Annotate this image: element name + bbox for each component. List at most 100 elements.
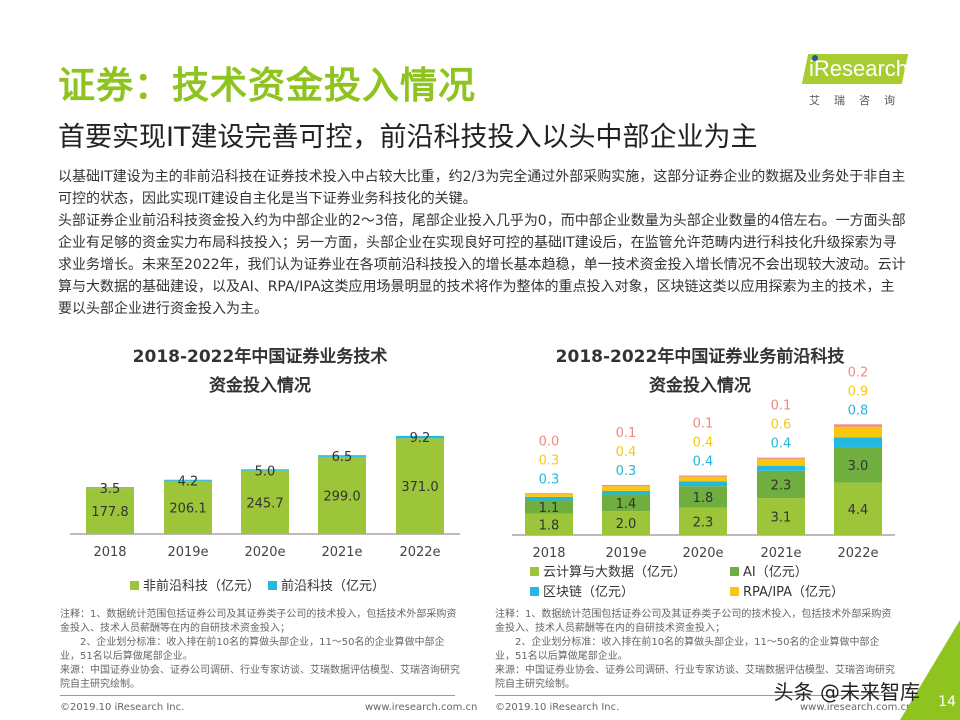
data-label: 0.2 (848, 365, 869, 380)
bar-segment (679, 507, 727, 535)
legend-swatch (530, 567, 539, 576)
page-title: 证券：技术资金投入情况 (58, 64, 476, 107)
bar-segment (396, 438, 444, 534)
legend-swatch (130, 581, 139, 590)
data-label: 0.8 (848, 403, 869, 418)
x-tick-label: 2022e (399, 545, 440, 560)
bar-segment (834, 446, 882, 483)
bar-segment (241, 470, 289, 534)
bar-segment (86, 488, 134, 534)
divider (495, 695, 895, 696)
data-label: 0.4 (616, 445, 637, 460)
x-tick-label: 2018 (532, 546, 565, 561)
website-link[interactable]: www.iresearch.com.cn (800, 702, 913, 713)
legend-label: 前沿科技（亿元） (281, 578, 385, 594)
data-label: 0.3 (539, 472, 560, 487)
chart-title-left: 2018-2022年中国证券业务技术 资金投入情况 (132, 347, 388, 396)
bar-segment (834, 426, 882, 438)
data-label: 0.0 (539, 434, 560, 449)
bar-segment (525, 493, 573, 497)
data-label: 1.1 (539, 501, 560, 516)
bar-segment (602, 511, 650, 535)
bar-segment (679, 486, 727, 508)
x-tick-label: 2020e (244, 545, 285, 560)
bar-segment (757, 470, 805, 499)
data-label: 2.3 (693, 515, 714, 530)
iresearch-logo: iResearch 艾瑞咨询 (795, 50, 915, 110)
data-label: 1.8 (539, 518, 560, 533)
bar-segment (834, 424, 882, 427)
data-label: 0.1 (616, 426, 637, 441)
data-label: 0.6 (771, 418, 792, 433)
body-text: 以基础IT建设为主的非前沿科技在证券技术投入中占较大比重，约2/3为完全通过外部… (58, 166, 908, 320)
data-label: 6.5 (332, 450, 353, 465)
data-label: 0.1 (693, 417, 714, 432)
x-tick-label: 2018 (93, 545, 126, 560)
chart-title-right: 2018-2022年中国证券业务前沿科技 资金投入情况 (555, 347, 845, 396)
x-tick-label: 2019e (167, 545, 208, 560)
bar-segment (525, 513, 573, 535)
legend-swatch (730, 587, 739, 596)
data-label: 371.0 (401, 480, 438, 495)
bar-segment (318, 455, 366, 457)
legend-label: 云计算与大数据（亿元） (543, 565, 686, 580)
data-label: 0.3 (616, 464, 637, 479)
data-label: 3.5 (100, 482, 121, 497)
notes-left: 注释：1、数据统计范围包括证券公司及其证券类子公司的技术投入，包括技术外部采购资… (60, 609, 460, 690)
data-label: 2.3 (771, 478, 792, 493)
bar-segment (86, 487, 134, 489)
data-label: 0.4 (693, 436, 714, 451)
legend-swatch (730, 567, 739, 576)
bar-segment (396, 435, 444, 439)
bar-segment (757, 498, 805, 535)
bar-segment (602, 486, 650, 491)
bar-segment (525, 496, 573, 501)
bar-segment (834, 482, 882, 535)
logo-cn: 艾瑞咨询 (809, 94, 909, 107)
data-label: 2.0 (616, 517, 637, 532)
data-label: 0.9 (848, 384, 869, 399)
data-label: 0.4 (771, 437, 792, 452)
paragraph: 头部证券企业前沿科技资金投入约为中部企业的2～3倍，尾部企业投入几乎为0，而中部… (58, 213, 906, 317)
divider (60, 695, 455, 696)
data-label: 206.1 (169, 501, 206, 516)
data-label: 299.0 (323, 489, 360, 504)
data-label: 1.8 (693, 491, 714, 506)
legend-swatch (268, 581, 277, 590)
x-tick-label: 2022e (837, 546, 878, 561)
bar-segment (757, 465, 805, 471)
page-subtitle: 首要实现IT建设完善可控，前沿科技投入以头中部企业为主 (58, 122, 758, 153)
data-label: 3.1 (771, 511, 792, 526)
website-link[interactable]: www.iresearch.com.cn (365, 702, 478, 713)
legend-label: 区块链（亿元） (543, 585, 634, 600)
copyright: ©2019.10 iResearch Inc. (60, 702, 185, 713)
data-label: 4.2 (178, 475, 199, 490)
data-label: 9.2 (410, 431, 431, 446)
watermark: 头条 @未来智库 (773, 680, 920, 704)
legend-label: RPA/IPA（亿元） (743, 585, 844, 600)
data-label: 1.4 (616, 497, 637, 512)
legend-swatch (530, 587, 539, 596)
bar-segment (679, 476, 727, 482)
bar-segment (757, 457, 805, 459)
data-label: 5.0 (255, 464, 276, 479)
notes-right: 注释：1、数据统计范围包括证券公司及其证券类子公司的技术投入，包括技术外部采购资… (495, 609, 895, 690)
data-label: 4.4 (848, 503, 869, 518)
copyright: ©2019.10 iResearch Inc. (495, 702, 620, 713)
bar-segment (834, 437, 882, 447)
bar-segment (164, 480, 212, 534)
legend-label: AI（亿元） (743, 565, 808, 580)
paragraph: 以基础IT建设为主的非前沿科技在证券技术投入中占较大比重，约2/3为完全通过外部… (58, 169, 906, 207)
legend-label: 非前沿科技（亿元） (143, 578, 260, 594)
x-tick-label: 2021e (321, 545, 362, 560)
bar-segment (679, 481, 727, 487)
data-label: 0.4 (693, 455, 714, 470)
bar-segment (164, 479, 212, 481)
bar-segment (318, 456, 366, 534)
bar-segment (679, 475, 727, 477)
bar-segment (602, 485, 650, 487)
x-tick-label: 2019e (605, 546, 646, 561)
data-label: 3.0 (848, 459, 869, 474)
